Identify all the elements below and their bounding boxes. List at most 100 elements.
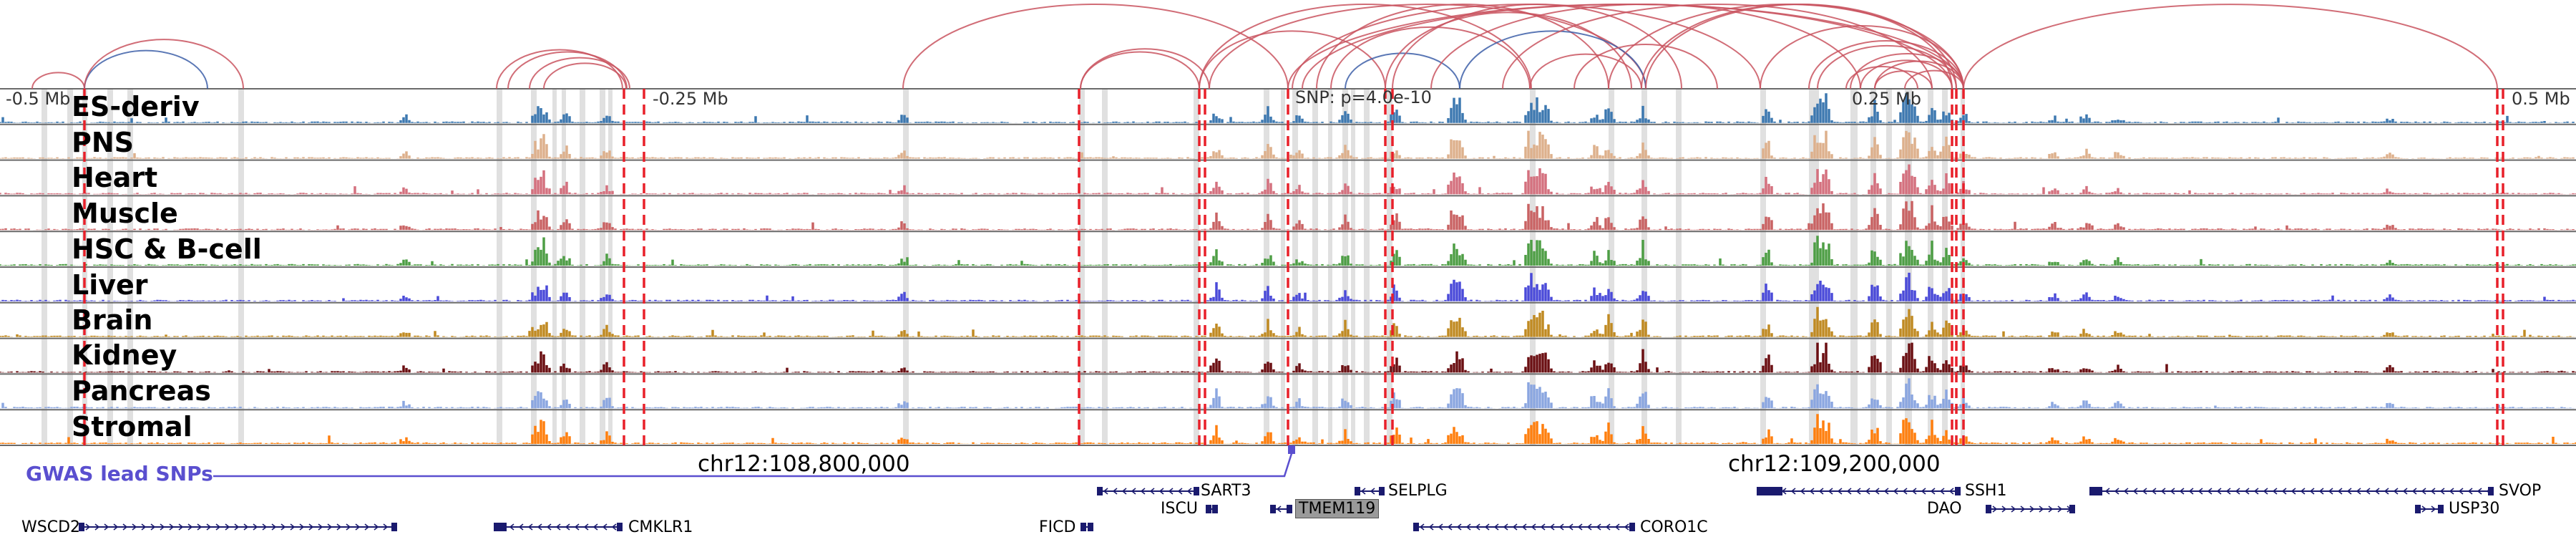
gene-strand-arrow — [2039, 505, 2044, 513]
gene-strand-arrow — [1438, 523, 1443, 531]
gene-exon — [1080, 523, 1086, 531]
gene-strand-arrow — [2365, 488, 2371, 495]
gene-strand-arrow — [1140, 488, 1146, 495]
track-label-es-deriv: ES-deriv — [72, 91, 200, 122]
gene-model-iscu — [1206, 505, 1218, 513]
signal-bars — [0, 272, 2576, 301]
gene-strand-arrow — [2402, 488, 2408, 495]
gene-strand-arrow — [2449, 488, 2454, 495]
interaction-arc — [31, 72, 85, 90]
gene-strand-arrow — [318, 523, 323, 531]
gene-strand-arrow — [271, 523, 277, 531]
gene-strand-arrow — [2384, 488, 2389, 495]
gene-label-ssh1[interactable]: SSH1 — [1965, 482, 2007, 500]
gene-strand-arrow — [2216, 488, 2222, 495]
gene-strand-arrow — [2207, 488, 2212, 495]
signal-track — [0, 306, 2576, 337]
gene-strand-arrow — [1855, 488, 1861, 495]
track-label-brain: Brain — [72, 304, 153, 336]
gene-label-dao[interactable]: DAO — [1927, 500, 1962, 518]
interaction-arc — [1904, 69, 1964, 90]
gene-label-ficd[interactable]: FICD — [1039, 518, 1076, 536]
gene-strand-arrow — [2337, 488, 2343, 495]
gene-exon — [1629, 523, 1635, 531]
gene-strand-arrow — [1586, 523, 1592, 531]
gene-label-cmklr1[interactable]: CMKLR1 — [628, 518, 693, 536]
gene-strand-arrow — [2188, 488, 2194, 495]
interaction-arc — [1645, 4, 1957, 90]
signal-track — [0, 164, 2576, 195]
gene-strand-arrow — [1131, 488, 1136, 495]
gene-exon — [1194, 487, 1199, 495]
gene-strand-arrow — [206, 523, 212, 531]
gene-strand-arrow — [1921, 488, 1926, 495]
gene-strand-arrow — [2020, 505, 2026, 513]
gene-strand-arrow — [1177, 488, 1183, 495]
gene-strand-arrow — [1902, 488, 1908, 495]
coordinate-right-label: chr12:109,200,000 — [1728, 451, 1941, 477]
gene-model-selplg — [1355, 487, 1385, 495]
gene-strand-arrow — [2411, 488, 2417, 495]
gene-label-coro1c[interactable]: CORO1C — [1640, 518, 1708, 536]
gene-strand-arrow — [2281, 488, 2287, 495]
gene-strand-arrow — [2477, 488, 2482, 495]
gene-strand-arrow — [1948, 488, 1954, 495]
snp-lines — [83, 89, 2504, 445]
gene-model-usp30 — [2415, 505, 2444, 513]
interaction-arc — [1385, 11, 1632, 90]
gene-label-tmem119[interactable]: TMEM119 — [1295, 499, 1380, 518]
gene-exon — [2415, 505, 2421, 513]
gene-label-wscd2[interactable]: WSCD2 — [21, 518, 81, 536]
gene-strand-arrow — [2123, 488, 2129, 495]
gene-model-svop — [2089, 487, 2494, 495]
gene-exon — [1986, 505, 1991, 513]
gene-strand-arrow — [2328, 488, 2333, 495]
interaction-arc — [1808, 40, 1964, 90]
gene-strand-arrow — [132, 523, 137, 531]
gene-strand-arrow — [1121, 488, 1127, 495]
gene-strand-arrow — [1503, 523, 1508, 531]
gene-strand-arrow — [2104, 488, 2110, 495]
gene-strand-arrow — [2197, 488, 2203, 495]
gene-label-iscu[interactable]: ISCU — [1161, 500, 1198, 518]
gene-strand-arrow — [527, 523, 533, 531]
gene-strand-arrow — [2235, 488, 2240, 495]
gene-label-svop[interactable]: SVOP — [2499, 482, 2542, 500]
signal-bars — [0, 306, 2576, 337]
gene-strand-arrow — [1475, 523, 1480, 531]
gene-strand-arrow — [1605, 523, 1611, 531]
interaction-arc — [1199, 4, 1532, 90]
gene-label-usp30[interactable]: USP30 — [2449, 500, 2500, 518]
gene-model-tmem119 — [1270, 505, 1292, 513]
gene-strand-arrow — [1531, 523, 1536, 531]
gene-strand-arrow — [364, 523, 370, 531]
gene-model-cmklr1 — [494, 523, 623, 531]
interaction-arc — [1080, 51, 1200, 90]
gene-exon — [1757, 487, 1782, 495]
gene-strand-arrow — [1992, 505, 1998, 513]
signal-track — [0, 272, 2576, 301]
interaction-arc — [507, 51, 628, 90]
gene-strand-arrow — [2244, 488, 2250, 495]
gene-strand-arrow — [1837, 488, 1843, 495]
gene-strand-arrow — [2467, 488, 2473, 495]
gene-strand-arrow — [2132, 488, 2138, 495]
gene-strand-arrow — [187, 523, 193, 531]
interaction-arc — [1817, 44, 1957, 90]
gene-strand-arrow — [299, 523, 305, 531]
gene-strand-arrow — [1456, 523, 1462, 531]
gene-strand-arrow — [537, 523, 542, 531]
gene-track — [79, 487, 2494, 531]
signal-bars — [0, 236, 2576, 266]
gene-strand-arrow — [1484, 523, 1490, 531]
gene-strand-arrow — [2179, 488, 2185, 495]
gene-strand-arrow — [2114, 488, 2119, 495]
gene-label-sart3[interactable]: SART3 — [1201, 482, 1252, 500]
interaction-arc — [1392, 4, 1682, 90]
interaction-arc — [1874, 70, 1933, 90]
gene-label-selplg[interactable]: SELPLG — [1388, 482, 1448, 500]
gene-strand-arrow — [565, 523, 570, 531]
gene-exon — [79, 523, 84, 531]
interaction-arc — [1963, 4, 2498, 90]
